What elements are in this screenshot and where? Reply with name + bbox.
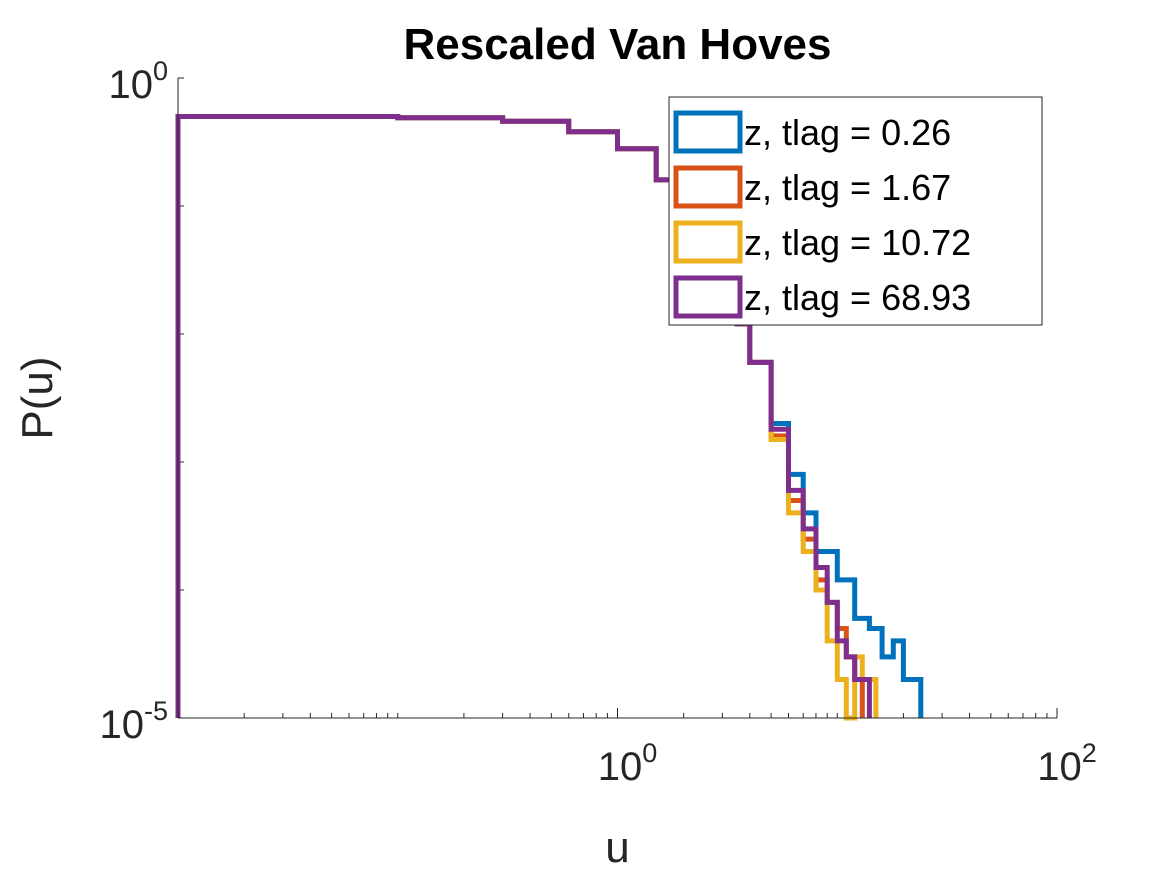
legend-box [668,96,1043,326]
x-axis-label: u [605,823,629,872]
legend-swatch [673,165,743,209]
legend: z, tlag = 0.26 z, tlag = 1.67 z, tlag = 10… [668,96,1043,326]
legend-label: z, tlag = 1.67 [744,167,951,208]
x-tick-labels: 100 102 [598,738,1097,789]
y-tick-label: 10-5 [99,696,168,747]
legend-swatch [673,110,743,154]
y-tick-exponent: 0 [153,56,168,86]
x-tick-base: 10 [1037,745,1082,789]
legend-swatch [673,275,743,319]
y-tick-base: 10 [99,703,144,747]
legend-swatch [673,220,743,264]
y-tick-exponent: -5 [144,696,168,726]
minor-ticks [177,77,1058,719]
x-tick-label: 102 [1037,738,1097,789]
legend-label: z, tlag = 10.72 [744,222,971,263]
y-tick-label: 100 [108,56,168,107]
chart-title: Rescaled Van Hoves [403,20,831,69]
x-tick-base: 10 [598,745,643,789]
y-axis-label: P(u) [13,356,62,439]
legend-label: z, tlag = 68.93 [744,277,971,318]
y-tick-base: 10 [108,63,153,107]
x-tick-label: 100 [598,738,658,789]
x-tick-exponent: 2 [1082,738,1097,768]
x-tick-exponent: 0 [642,738,657,768]
legend-label: z, tlag = 0.26 [744,112,951,153]
